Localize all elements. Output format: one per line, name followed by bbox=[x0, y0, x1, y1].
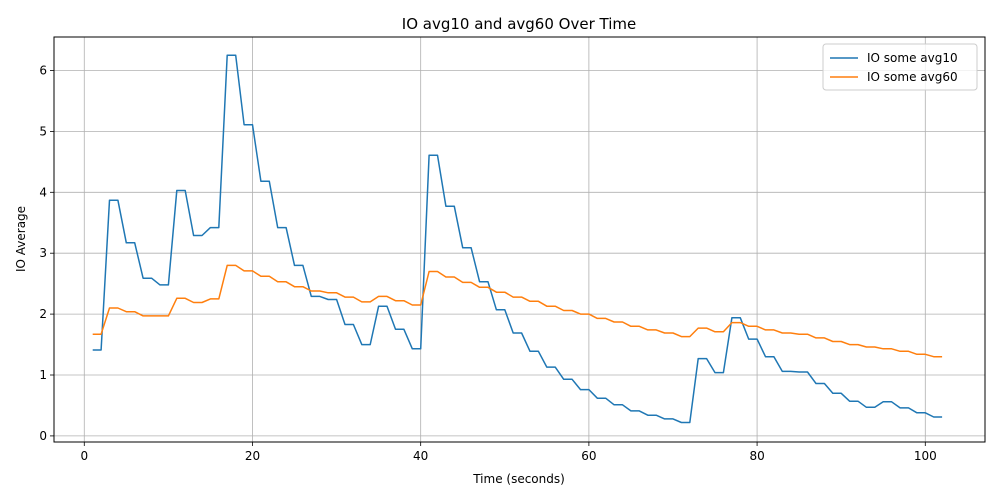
x-axis-ticks: 0 20 40 60 80 100 bbox=[80, 442, 937, 463]
series-line-avg60 bbox=[92, 264, 943, 358]
series-line-avg10 bbox=[92, 54, 943, 424]
x-tick-label: 20 bbox=[245, 449, 260, 463]
y-axis-ticks: 0 1 2 3 4 5 6 bbox=[39, 63, 54, 443]
y-tick-label: 2 bbox=[39, 307, 47, 321]
y-tick-label: 0 bbox=[39, 429, 47, 443]
legend-label-avg10: IO some avg10 bbox=[867, 51, 958, 65]
y-tick-label: 5 bbox=[39, 124, 47, 138]
y-tick-label: 1 bbox=[39, 368, 47, 382]
x-tick-label: 60 bbox=[581, 449, 596, 463]
x-tick-label: 40 bbox=[413, 449, 428, 463]
legend-label-avg60: IO some avg60 bbox=[867, 70, 958, 84]
grid-lines bbox=[54, 37, 985, 442]
y-tick-label: 3 bbox=[39, 246, 47, 260]
series-lines bbox=[92, 54, 943, 424]
y-tick-label: 6 bbox=[39, 63, 47, 77]
x-tick-label: 80 bbox=[749, 449, 764, 463]
x-tick-label: 100 bbox=[914, 449, 937, 463]
legend-box bbox=[822, 43, 978, 91]
y-axis-label: IO Average bbox=[14, 206, 28, 272]
x-tick-label: 0 bbox=[80, 449, 88, 463]
legend: IO some avg10 IO some avg60 bbox=[822, 43, 978, 91]
y-tick-label: 4 bbox=[39, 185, 47, 199]
plot-frame bbox=[53, 36, 986, 443]
chart-title: IO avg10 and avg60 Over Time bbox=[402, 15, 636, 33]
x-axis-label: Time (seconds) bbox=[472, 472, 565, 486]
